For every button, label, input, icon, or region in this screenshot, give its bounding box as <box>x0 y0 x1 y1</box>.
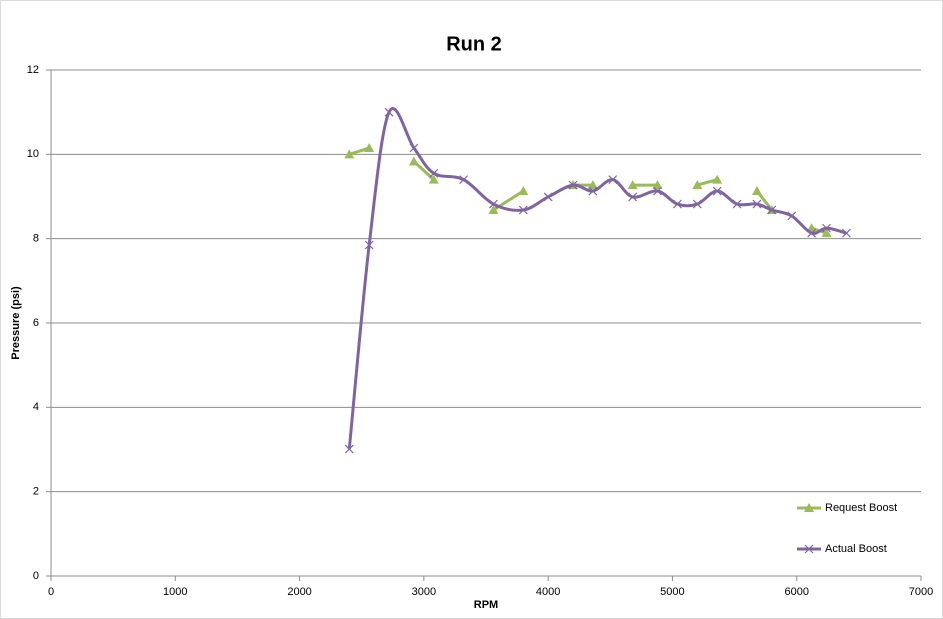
marker <box>842 228 851 238</box>
chart-title: Run 2 <box>446 33 502 55</box>
marker <box>488 204 499 214</box>
y-tick-label: 12 <box>27 64 39 76</box>
x-tick-label: 3000 <box>412 586 436 598</box>
y-tick-label: 2 <box>33 486 39 498</box>
y-tick-label: 8 <box>33 233 39 245</box>
marker <box>692 199 702 209</box>
x-tick-label: 6000 <box>784 586 808 598</box>
x-tick-label: 7000 <box>909 586 933 598</box>
x-axis-label: RPM <box>474 599 498 611</box>
marker <box>712 186 722 196</box>
marker <box>712 174 723 184</box>
x-tick-label: 0 <box>48 586 54 598</box>
marker <box>804 544 814 554</box>
marker <box>364 240 374 250</box>
marker <box>653 186 662 196</box>
x-tick-label: 4000 <box>536 586 560 598</box>
marker <box>588 186 598 196</box>
y-tick-label: 6 <box>33 317 39 329</box>
x-tick-label: 1000 <box>163 586 187 598</box>
marker <box>787 211 797 221</box>
marker <box>804 503 814 512</box>
marker <box>428 174 439 184</box>
marker <box>767 205 777 215</box>
marker <box>409 143 419 153</box>
marker <box>518 186 529 196</box>
marker <box>732 199 742 209</box>
marker <box>587 180 598 190</box>
marker <box>408 156 419 166</box>
y-tick-label: 0 <box>33 570 39 582</box>
marker <box>568 180 578 190</box>
marker <box>344 149 355 159</box>
y-axis-label: Pressure (psi) <box>10 286 22 360</box>
marker <box>344 444 354 454</box>
marker <box>807 228 817 238</box>
legend-label: Request Boost <box>825 502 897 514</box>
marker <box>459 175 469 185</box>
marker <box>627 180 638 190</box>
marker <box>752 199 762 209</box>
marker <box>821 228 832 238</box>
y-tick-label: 10 <box>27 148 39 160</box>
x-tick-label: 2000 <box>287 586 311 598</box>
marker <box>489 199 498 209</box>
marker <box>364 143 375 153</box>
marker <box>751 186 762 196</box>
marker <box>672 199 682 209</box>
series-line <box>348 146 828 235</box>
marker <box>692 180 703 190</box>
marker <box>429 168 439 178</box>
marker <box>384 107 394 117</box>
marker <box>652 180 663 190</box>
marker <box>608 175 618 185</box>
x-tick-label: 5000 <box>660 586 684 598</box>
marker <box>518 205 528 215</box>
marker <box>822 223 831 233</box>
marker <box>628 192 638 202</box>
marker <box>543 192 553 202</box>
y-tick-label: 4 <box>33 401 39 413</box>
legend-label: Actual Boost <box>825 543 887 555</box>
